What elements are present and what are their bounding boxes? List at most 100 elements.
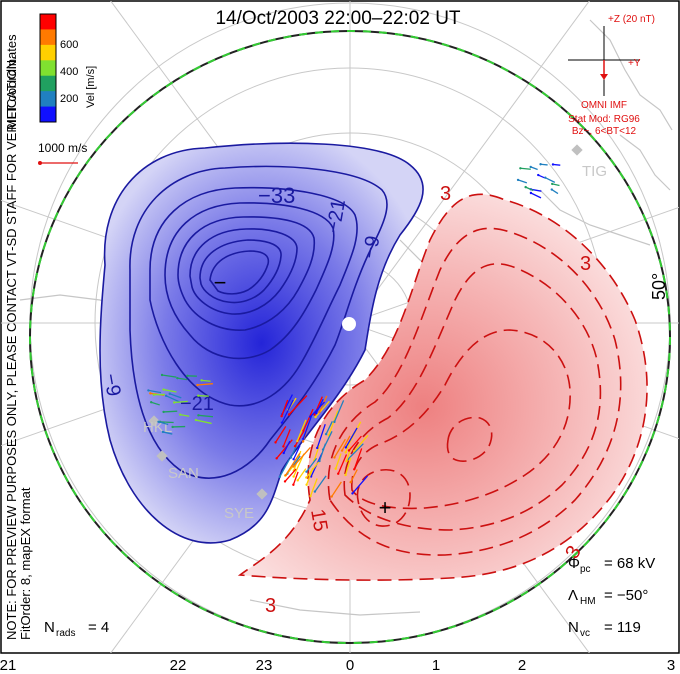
velocity-vector-origin xyxy=(318,459,321,463)
velocity-vector-origin xyxy=(287,413,291,416)
station-tig: TIG xyxy=(571,144,607,180)
svg-text:= 4: = 4 xyxy=(88,619,109,636)
velocity-vector-origin xyxy=(152,393,156,396)
svg-text:N: N xyxy=(44,619,55,636)
velocity-vector xyxy=(161,374,177,378)
velocity-vector-origin xyxy=(318,410,321,414)
velocity-vector xyxy=(309,478,318,497)
velocity-vector-origin xyxy=(333,420,336,424)
velocity-vector-origin xyxy=(194,418,198,422)
velocity-vector xyxy=(328,410,339,436)
velocity-vector-origin xyxy=(296,439,299,443)
svg-text:3: 3 xyxy=(667,657,675,674)
velocity-vector-origin xyxy=(296,479,299,482)
velocity-vector-origin xyxy=(278,475,282,478)
velocity-vector xyxy=(347,443,364,460)
velocity-vector xyxy=(177,377,188,381)
velocity-vector-origin xyxy=(324,432,328,436)
velocity-vector-origin xyxy=(168,392,171,395)
velocity-vector-origin xyxy=(550,188,553,191)
velocity-vector xyxy=(333,400,345,423)
velocity-vector xyxy=(158,421,169,426)
velocity-vector-origin xyxy=(330,495,333,498)
velocity-vector xyxy=(284,468,297,482)
velocity-vector-origin xyxy=(147,389,150,392)
velocity-vector-origin xyxy=(200,379,203,382)
legend-swatch xyxy=(40,75,56,92)
velocity-vector xyxy=(318,443,327,462)
velocity-vector-origin xyxy=(173,401,176,404)
velocity-vector-origin xyxy=(337,472,340,475)
velocity-vector xyxy=(201,379,211,382)
svg-text:Stat Mod: RG96: Stat Mod: RG96 xyxy=(568,114,640,125)
velocity-vector xyxy=(353,448,363,470)
velocity-vector xyxy=(281,399,289,417)
negative-potential-cell xyxy=(99,142,424,544)
coordinates-label: MLT coordinates xyxy=(4,34,19,130)
velocity-vector-origin xyxy=(280,414,283,418)
velocity-vector xyxy=(302,408,314,431)
velocity-vector xyxy=(292,446,311,467)
velocity-vector xyxy=(160,421,174,424)
velocity-vector xyxy=(150,401,160,406)
velocity-vector xyxy=(296,419,307,442)
velocity-vector xyxy=(163,388,177,393)
velocity-vector-origin xyxy=(157,420,160,424)
svg-text:+Y: +Y xyxy=(628,58,641,69)
velocity-vector xyxy=(292,471,299,485)
svg-text:400: 400 xyxy=(60,66,78,78)
velocity-vector xyxy=(345,427,358,448)
fit-statistics: Φ pc = 68 kV Λ HM = −50° N vc = 119 N ra… xyxy=(44,555,655,639)
svg-text:TIG: TIG xyxy=(582,163,607,180)
velocity-vector xyxy=(294,430,305,447)
velocity-vector xyxy=(316,423,326,449)
velocity-vector xyxy=(552,183,560,187)
velocity-vector-origin xyxy=(149,392,152,395)
svg-text:3: 3 xyxy=(580,253,591,275)
velocity-vector-origin xyxy=(301,440,305,443)
velocity-vector-origin xyxy=(149,401,153,404)
velocity-vector xyxy=(180,414,190,417)
svg-text:3: 3 xyxy=(265,595,276,617)
svg-text:vc: vc xyxy=(580,628,590,639)
velocity-vector-origin xyxy=(334,467,337,470)
svg-text:600: 600 xyxy=(60,39,78,51)
velocity-vector xyxy=(293,445,301,460)
velocity-vector xyxy=(325,421,333,435)
velocity-vector-origin xyxy=(305,470,308,473)
svg-text:+Z (20 nT): +Z (20 nT) xyxy=(608,14,655,25)
hm-boundary xyxy=(29,30,671,644)
legend-swatch xyxy=(40,14,56,30)
svg-text:22: 22 xyxy=(170,657,187,674)
positive-potential-cell xyxy=(237,193,648,581)
latitude-label: 50° xyxy=(649,273,669,300)
velocity-vector xyxy=(162,431,173,435)
velocity-vector-origin xyxy=(292,475,295,478)
velocity-vector xyxy=(530,166,538,171)
velocity-vector xyxy=(283,440,291,454)
velocity-vector xyxy=(344,457,352,476)
velocity-vector-origin xyxy=(316,446,319,450)
velocity-vector xyxy=(148,389,162,394)
reference-vector: 1000 m/s xyxy=(38,141,87,165)
velocity-vector-origin xyxy=(283,480,287,483)
velocity-vector xyxy=(281,399,294,424)
velocity-vector-origin xyxy=(178,413,182,416)
velocity-vector-origin xyxy=(537,173,540,177)
velocity-vector-origin xyxy=(524,185,527,189)
velocity-vector xyxy=(163,410,178,413)
velocity-vector xyxy=(195,419,212,425)
fit-order-label: FitOrder: 8, mapEX format xyxy=(18,487,33,640)
velocity-vector-origin xyxy=(176,376,179,380)
svg-text:SYE: SYE xyxy=(224,505,254,522)
svg-text:2: 2 xyxy=(518,657,526,674)
potential-max-marker: + xyxy=(379,495,392,520)
velocity-vector-origin xyxy=(292,483,295,486)
svg-text:HM: HM xyxy=(580,596,596,607)
velocity-vector xyxy=(288,395,308,415)
velocity-vector-origin xyxy=(353,468,356,471)
velocity-vector-origin xyxy=(161,430,165,434)
velocity-vector xyxy=(169,393,182,399)
velocity-vector-origin xyxy=(197,414,200,417)
velocity-vector xyxy=(337,454,348,474)
